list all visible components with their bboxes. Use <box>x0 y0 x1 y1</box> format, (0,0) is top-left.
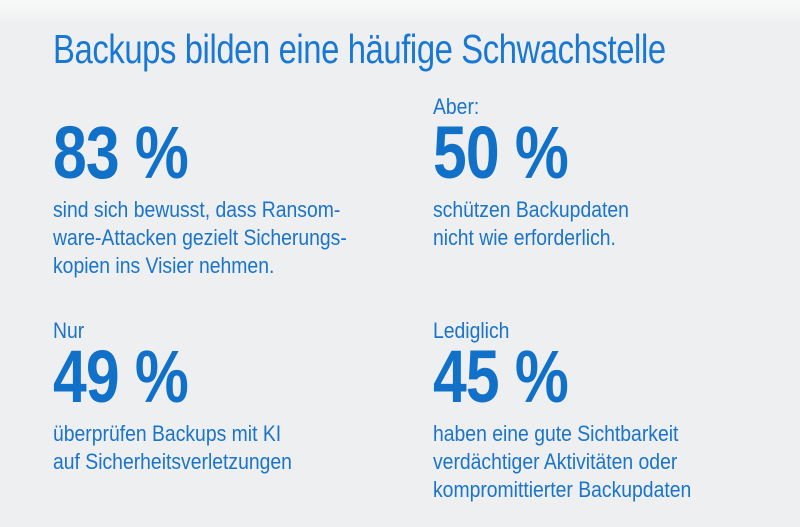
stat-description: überprüfen Backups mit KI auf Sicherheit… <box>53 421 292 474</box>
stat-percentage: 45 % <box>433 335 569 418</box>
stat-qualifier: Lediglich <box>433 318 510 343</box>
stat-block-ki-verification: Nur 49 % überprüfen Backups mit KI auf S… <box>53 316 433 504</box>
stat-description: haben eine gute Sichtbarkeit verdächtige… <box>433 421 692 502</box>
stat-percentage: 49 % <box>53 335 189 418</box>
stat-description: schützen Backupdaten nicht wie erforderl… <box>433 197 629 250</box>
stat-block-backup-protection: Aber: 50 % schützen Backupdaten nicht wi… <box>433 92 780 280</box>
stat-percentage: 83 % <box>53 111 189 194</box>
stat-qualifier: Aber: <box>433 94 480 119</box>
stat-block-ransomware-awareness: 83 % sind sich bewusst, dass Ransom- war… <box>53 92 433 280</box>
stat-qualifier: Nur <box>53 318 85 343</box>
stat-percentage: 50 % <box>433 111 569 194</box>
infographic: Backups bilden eine häufige Schwachstell… <box>53 26 800 504</box>
stats-grid: 83 % sind sich bewusst, dass Ransom- war… <box>53 92 800 504</box>
stat-description: sind sich bewusst, dass Ransom- ware-Att… <box>53 197 347 278</box>
page-title: Backups bilden eine häufige Schwachstell… <box>53 26 666 72</box>
stat-block-visibility: Lediglich 45 % haben eine gute Sichtbark… <box>433 316 780 504</box>
